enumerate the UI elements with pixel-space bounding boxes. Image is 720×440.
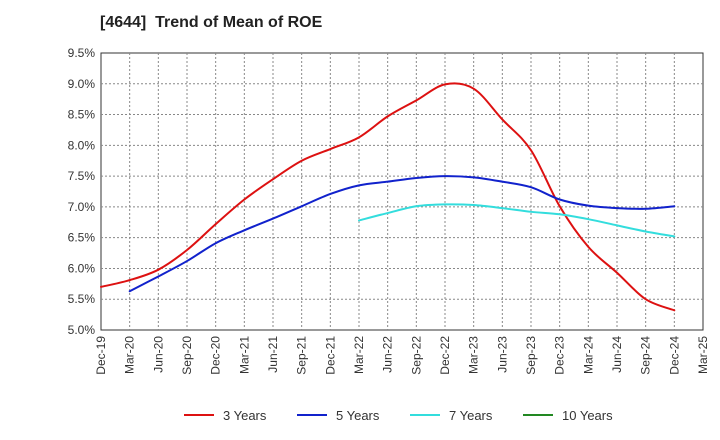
x-tick-label: Dec-20: [209, 336, 223, 375]
x-tick-label: Mar-20: [123, 336, 137, 374]
x-tick-label: Jun-20: [151, 336, 165, 373]
y-tick-label: 6.0%: [68, 261, 96, 275]
chart-title: [4644] Trend of Mean of ROE: [100, 14, 323, 31]
y-tick-label: 6.5%: [68, 231, 96, 245]
y-tick-label: 8.0%: [68, 138, 96, 152]
y-tick-label: 5.5%: [68, 292, 96, 306]
series-line-1: [100, 82, 676, 312]
x-tick-label: Jun-21: [266, 336, 280, 373]
x-tick-label: Sep-24: [639, 336, 653, 375]
x-tick-label: Sep-23: [524, 336, 538, 375]
series-line-3: [358, 203, 676, 238]
x-tick-label: Jun-24: [610, 336, 624, 373]
x-tick-label: Mar-24: [581, 336, 595, 374]
legend-label-1: 3 Years: [223, 408, 267, 423]
y-tick-label: 7.0%: [68, 200, 96, 214]
x-tick-label: Mar-23: [467, 336, 481, 374]
x-tick-label: Mar-25: [696, 336, 710, 374]
y-tick-label: 5.0%: [68, 323, 96, 337]
series-line-2: [128, 175, 676, 293]
legend-label-2: 5 Years: [336, 408, 380, 423]
x-tick-label: Sep-20: [180, 336, 194, 375]
y-tick-label: 9.5%: [68, 46, 96, 60]
x-tick-label: Jun-22: [381, 336, 395, 373]
y-tick-label: 8.5%: [68, 108, 96, 122]
y-tick-label: 7.5%: [68, 169, 96, 183]
x-tick-label: Jun-23: [495, 336, 509, 373]
x-tick-label: Dec-22: [438, 336, 452, 375]
legend-label-4: 10 Years: [562, 408, 613, 423]
y-tick-label: 9.0%: [68, 77, 96, 91]
x-tick-label: Mar-21: [237, 336, 251, 374]
x-tick-label: Dec-23: [553, 336, 567, 375]
x-tick-label: Dec-24: [667, 336, 681, 375]
x-tick-label: Sep-21: [295, 336, 309, 375]
plot-area: [100, 52, 704, 331]
x-tick-label: Dec-21: [323, 336, 337, 375]
x-tick-label: Sep-22: [409, 336, 423, 375]
x-tick-label: Dec-19: [94, 336, 108, 375]
legend-label-3: 7 Years: [449, 408, 493, 423]
x-tick-label: Mar-22: [352, 336, 366, 374]
